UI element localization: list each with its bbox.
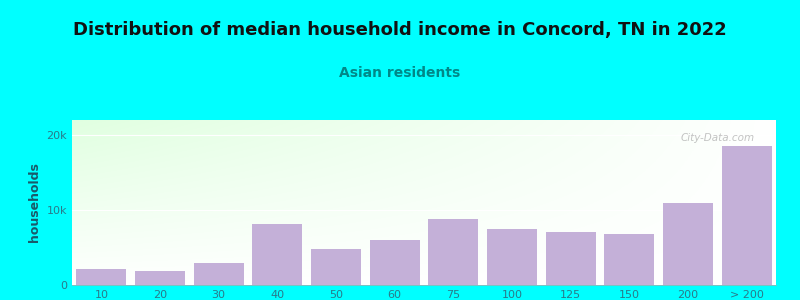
Bar [194,262,243,285]
Bar [370,240,419,285]
Bar [546,232,595,285]
Bar [605,234,654,285]
Bar [487,229,537,285]
Text: Distribution of median household income in Concord, TN in 2022: Distribution of median household income … [73,21,727,39]
Bar [135,271,185,285]
Text: Asian residents: Asian residents [339,66,461,80]
Bar [722,146,771,285]
Bar [663,202,713,285]
Bar [311,249,361,285]
Bar [429,219,478,285]
Y-axis label: households: households [28,163,41,242]
Bar [77,268,126,285]
Bar [253,224,302,285]
Text: City-Data.com: City-Data.com [681,133,755,143]
